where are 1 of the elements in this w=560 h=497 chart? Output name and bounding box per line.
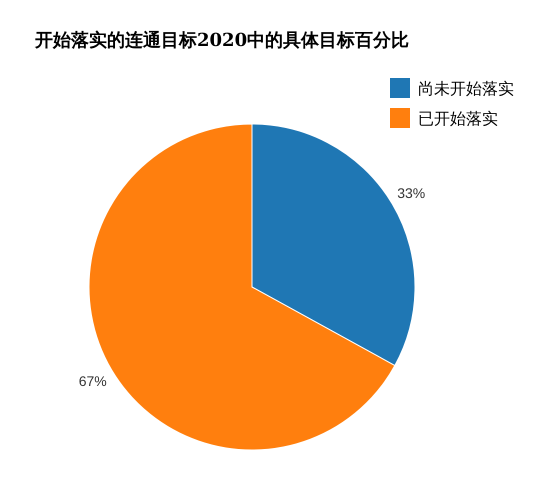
title: 开始落实的连通目标2020中的具体目标百分比 (35, 30, 410, 51)
